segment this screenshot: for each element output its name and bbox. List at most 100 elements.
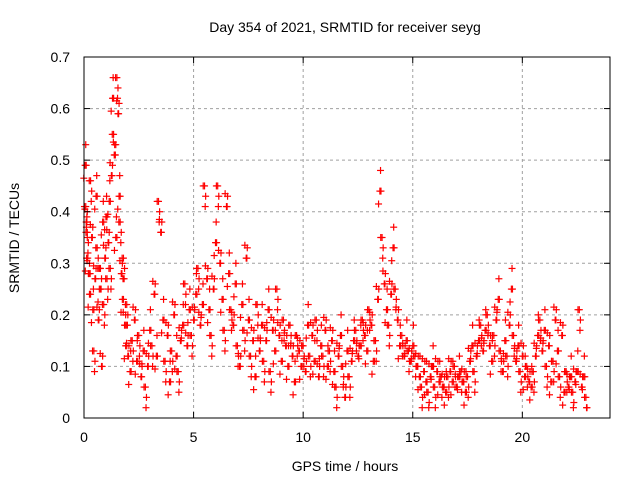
x-tick-label: 5 — [190, 429, 198, 445]
data-point — [84, 303, 92, 311]
data-point — [221, 347, 229, 355]
data-point — [324, 362, 332, 370]
data-point — [164, 331, 172, 339]
data-point — [272, 347, 280, 355]
y-tick-label: 0.6 — [51, 101, 71, 117]
data-point — [186, 331, 194, 339]
data-point — [317, 321, 325, 329]
y-tick-label: 0.4 — [51, 204, 71, 220]
data-point — [252, 352, 260, 360]
data-point — [116, 172, 124, 180]
data-point — [180, 321, 188, 329]
data-point — [304, 301, 312, 309]
data-point — [171, 311, 179, 319]
data-point — [434, 368, 442, 376]
data-point — [88, 234, 96, 241]
data-point — [210, 252, 218, 260]
data-point — [386, 331, 394, 339]
data-point — [95, 306, 103, 314]
data-point — [100, 218, 108, 226]
data-point — [151, 280, 159, 288]
data-point — [153, 352, 161, 360]
data-point — [249, 337, 257, 345]
data-point — [295, 347, 303, 355]
data-point — [567, 352, 575, 360]
data-point — [199, 280, 207, 288]
data-point — [208, 352, 216, 360]
data-point — [445, 383, 453, 391]
data-point — [136, 342, 144, 350]
data-point — [414, 362, 422, 370]
y-tick-label: 0 — [62, 410, 70, 426]
data-point — [217, 249, 225, 257]
data-point — [237, 352, 245, 360]
data-point — [265, 368, 273, 376]
data-point — [567, 388, 575, 396]
data-point — [112, 213, 120, 221]
data-point — [84, 239, 92, 247]
data-point — [223, 282, 231, 290]
data-point — [199, 301, 207, 309]
data-point — [117, 239, 125, 247]
data-point — [390, 244, 398, 252]
data-point — [125, 342, 133, 350]
data-point — [552, 306, 560, 314]
data-point — [274, 306, 282, 314]
data-point — [188, 342, 196, 350]
data-point — [236, 313, 244, 321]
x-axis-label: GPS time / hours — [292, 458, 399, 474]
data-point — [121, 301, 129, 309]
data-point — [151, 290, 159, 298]
data-point — [374, 295, 382, 303]
data-point — [499, 368, 507, 376]
data-point — [127, 337, 135, 345]
data-point — [307, 362, 315, 370]
data-point — [350, 316, 358, 324]
data-point — [300, 362, 308, 370]
data-point — [106, 177, 114, 185]
data-point — [298, 342, 306, 350]
data-point — [581, 373, 589, 381]
data-point — [276, 331, 284, 339]
data-point — [91, 357, 99, 365]
data-point — [115, 99, 123, 107]
data-point — [147, 342, 155, 350]
data-point — [375, 200, 383, 208]
data-point — [120, 355, 128, 363]
data-point — [318, 342, 326, 350]
data-point — [87, 197, 95, 205]
data-point — [107, 107, 115, 115]
data-point — [513, 347, 521, 355]
data-point — [346, 383, 354, 391]
data-point — [227, 326, 235, 334]
data-point — [333, 393, 341, 401]
data-point — [467, 355, 475, 363]
data-point — [283, 375, 291, 383]
data-point — [331, 383, 339, 391]
data-point — [495, 347, 503, 355]
data-point — [214, 203, 222, 211]
data-point — [471, 378, 479, 386]
data-point — [195, 285, 203, 293]
data-point — [504, 373, 512, 381]
data-point — [506, 311, 514, 319]
data-point — [127, 368, 135, 376]
data-point — [359, 337, 367, 345]
data-point — [123, 321, 131, 329]
data-point — [117, 228, 125, 236]
data-point — [111, 151, 119, 159]
data-point — [204, 319, 212, 327]
data-point — [232, 342, 240, 350]
data-point — [138, 360, 146, 368]
data-point — [131, 316, 139, 324]
data-point — [491, 342, 499, 350]
data-point — [405, 368, 413, 376]
data-point — [460, 378, 468, 386]
data-point — [115, 110, 123, 118]
data-point — [383, 321, 391, 329]
data-point — [190, 316, 198, 324]
data-point — [559, 401, 567, 409]
data-point — [309, 370, 317, 378]
data-point — [552, 316, 560, 324]
